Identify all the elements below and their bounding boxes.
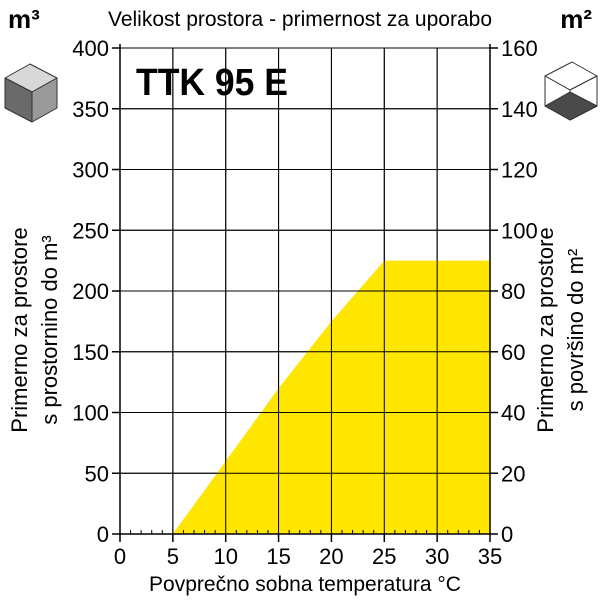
left-tick-label: 50 — [85, 461, 109, 486]
right-tick-label: 160 — [501, 36, 538, 61]
x-tick-label: 25 — [372, 544, 396, 569]
left-tick-label: 300 — [72, 158, 109, 183]
x-tick-label: 5 — [167, 544, 179, 569]
right-tick-label: 60 — [501, 340, 525, 365]
floor-area-cube-icon — [544, 61, 598, 121]
area-layer — [120, 47, 491, 534]
right-tick-label: 100 — [501, 218, 538, 243]
right-tick-label: 140 — [501, 97, 538, 122]
axes — [112, 44, 498, 542]
chart-title: Velikost prostora - primernost za uporab… — [108, 8, 492, 31]
right-axis-label-line1: Primerno za prostore — [533, 227, 558, 432]
left-tick-label: 0 — [97, 522, 109, 547]
x-tick-label: 15 — [266, 544, 290, 569]
x-tick-label: 20 — [319, 544, 343, 569]
right-tick-label: 80 — [501, 279, 525, 304]
x-tick-label: 0 — [114, 544, 126, 569]
left-tick-label: 400 — [72, 36, 109, 61]
x-tick-label: 10 — [213, 544, 237, 569]
left-axis-label-line2: s prostornino do m³ — [37, 235, 62, 425]
right-tick-label: 0 — [501, 522, 513, 547]
x-axis-label: Povprečno sobna temperatura °C — [149, 573, 461, 596]
left-tick-label: 150 — [72, 340, 109, 365]
left-tick-label: 350 — [72, 97, 109, 122]
volume-cube-icon — [4, 63, 58, 123]
left-tick-label: 100 — [72, 401, 109, 426]
tick-labels: 0501001502002503003504000204060801001201… — [72, 36, 537, 569]
x-tick-label: 35 — [478, 544, 502, 569]
right-tick-label: 40 — [501, 401, 525, 426]
right-tick-label: 20 — [501, 461, 525, 486]
model-name: TTK 95 E — [136, 62, 288, 104]
left-unit-label: m³ — [8, 4, 40, 34]
left-tick-label: 200 — [72, 279, 109, 304]
x-tick-label: 30 — [425, 544, 449, 569]
right-axis-label-line2: s površino do m² — [563, 249, 588, 412]
right-unit-label: m² — [560, 4, 592, 34]
left-tick-label: 250 — [72, 218, 109, 243]
left-axis-label-line1: Primerno za prostore — [7, 227, 32, 432]
right-tick-label: 120 — [501, 158, 538, 183]
